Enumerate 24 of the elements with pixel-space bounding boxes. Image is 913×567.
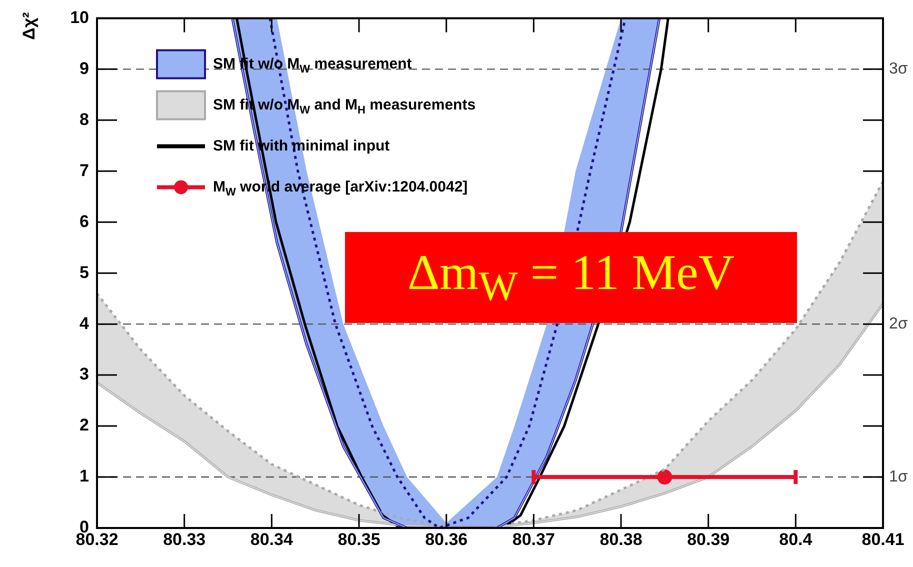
- x-tick-label: 80.38: [600, 530, 642, 549]
- y-tick-label: 4: [80, 314, 90, 333]
- y-tick-label: 2: [80, 416, 89, 435]
- y-tick-label: 5: [80, 262, 89, 282]
- y-tick-label: 10: [70, 8, 89, 27]
- x-tick-label: 80.36: [425, 530, 468, 549]
- y-tick-label: 9: [80, 58, 89, 78]
- y-axis-title: Δχ²: [20, 12, 39, 40]
- ref-line-label: 2σ: [889, 315, 908, 332]
- ref-line-label: 3σ: [889, 60, 908, 78]
- x-tick-label: 80.37: [512, 530, 555, 549]
- annotation: Δm$_{W}$ = 11 MeV: [408, 244, 734, 310]
- x-tick-label: 80.34: [250, 530, 294, 549]
- y-tick-label: 6: [80, 212, 89, 231]
- y-tick-label: 7: [80, 160, 89, 180]
- x-tick-label: 80.41: [862, 530, 904, 549]
- x-tick-label: 80.39: [687, 530, 730, 549]
- x-tick-label: 80.35: [338, 530, 380, 549]
- y-tick-label: 8: [80, 110, 89, 129]
- y-tick-label: 1: [80, 466, 89, 486]
- ref-line-label: 1σ: [889, 468, 908, 486]
- x-tick-label: 80.33: [163, 530, 206, 549]
- x-tick-label: 80.4: [779, 530, 813, 549]
- y-tick-label: 3: [80, 364, 89, 384]
